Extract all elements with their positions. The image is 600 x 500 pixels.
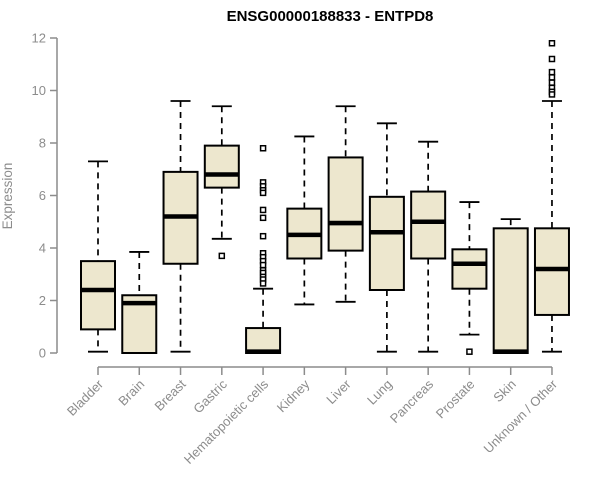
box-group-breast [162,100,199,353]
x-tick-label: Brain [115,377,147,409]
box-gastric [203,144,240,189]
outlier-point [218,252,226,260]
y-tick-label: 6 [39,188,46,203]
box-liver [327,156,364,252]
box-group-bladder [80,160,116,353]
outlier-point [548,74,556,81]
y-tick-label: 12 [32,31,46,46]
box-group-brain [121,251,158,354]
outlier-point [548,91,556,98]
outlier-point [259,206,267,214]
outlier-point [259,214,267,222]
y-axis-label: Expression [0,163,15,230]
y-tick-label: 4 [39,241,46,256]
box-group-hematopoietic-cells [245,145,282,354]
outlier-point [259,145,267,152]
box-prostate [451,248,488,290]
y-tick-label: 2 [39,293,46,308]
box-group-skin [492,218,529,354]
box-unknown-other [533,227,570,316]
x-tick-label: Kidney [274,376,313,415]
box-group-lung [368,122,405,353]
box-bladder [80,260,116,331]
box-group-gastric [203,105,240,260]
box-group-pancreas [410,140,447,353]
boxes-group [80,40,570,355]
x-tick-label: Prostate [433,377,478,422]
box-lung [368,195,405,291]
y-tick-label: 8 [39,136,46,151]
box-group-unknown-other [533,40,570,353]
x-tick-label: Unknown / Other [481,376,561,456]
x-tick-label: Lung [364,377,395,408]
x-tick-label: Bladder [64,376,107,419]
box-hematopoietic-cells [245,327,282,354]
box-skin [492,227,529,354]
x-tick-label: Skin [490,377,518,405]
outlier-point [548,68,556,76]
x-tick-label: Liver [323,376,354,407]
x-tick-label: Breast [151,376,188,413]
x-tick-label: Pancreas [387,376,437,426]
outlier-point [548,55,556,63]
outlier-point [548,40,556,47]
y-tick-label: 0 [39,346,46,361]
y-tick-label: 10 [32,83,46,98]
chart-title: ENSG00000188833 - ENTPD8 [227,8,434,25]
x-tick-label: Gastric [190,376,230,416]
box-pancreas [410,190,447,260]
outlier-point [259,232,267,240]
outlier-point [259,189,267,197]
outlier-point [259,261,267,269]
box-group-prostate [451,201,488,355]
outlier-point [548,79,556,86]
outlier-point [466,348,473,355]
box-group-kidney [286,135,323,306]
outlier-point [259,280,267,287]
box-group-liver [327,105,364,303]
